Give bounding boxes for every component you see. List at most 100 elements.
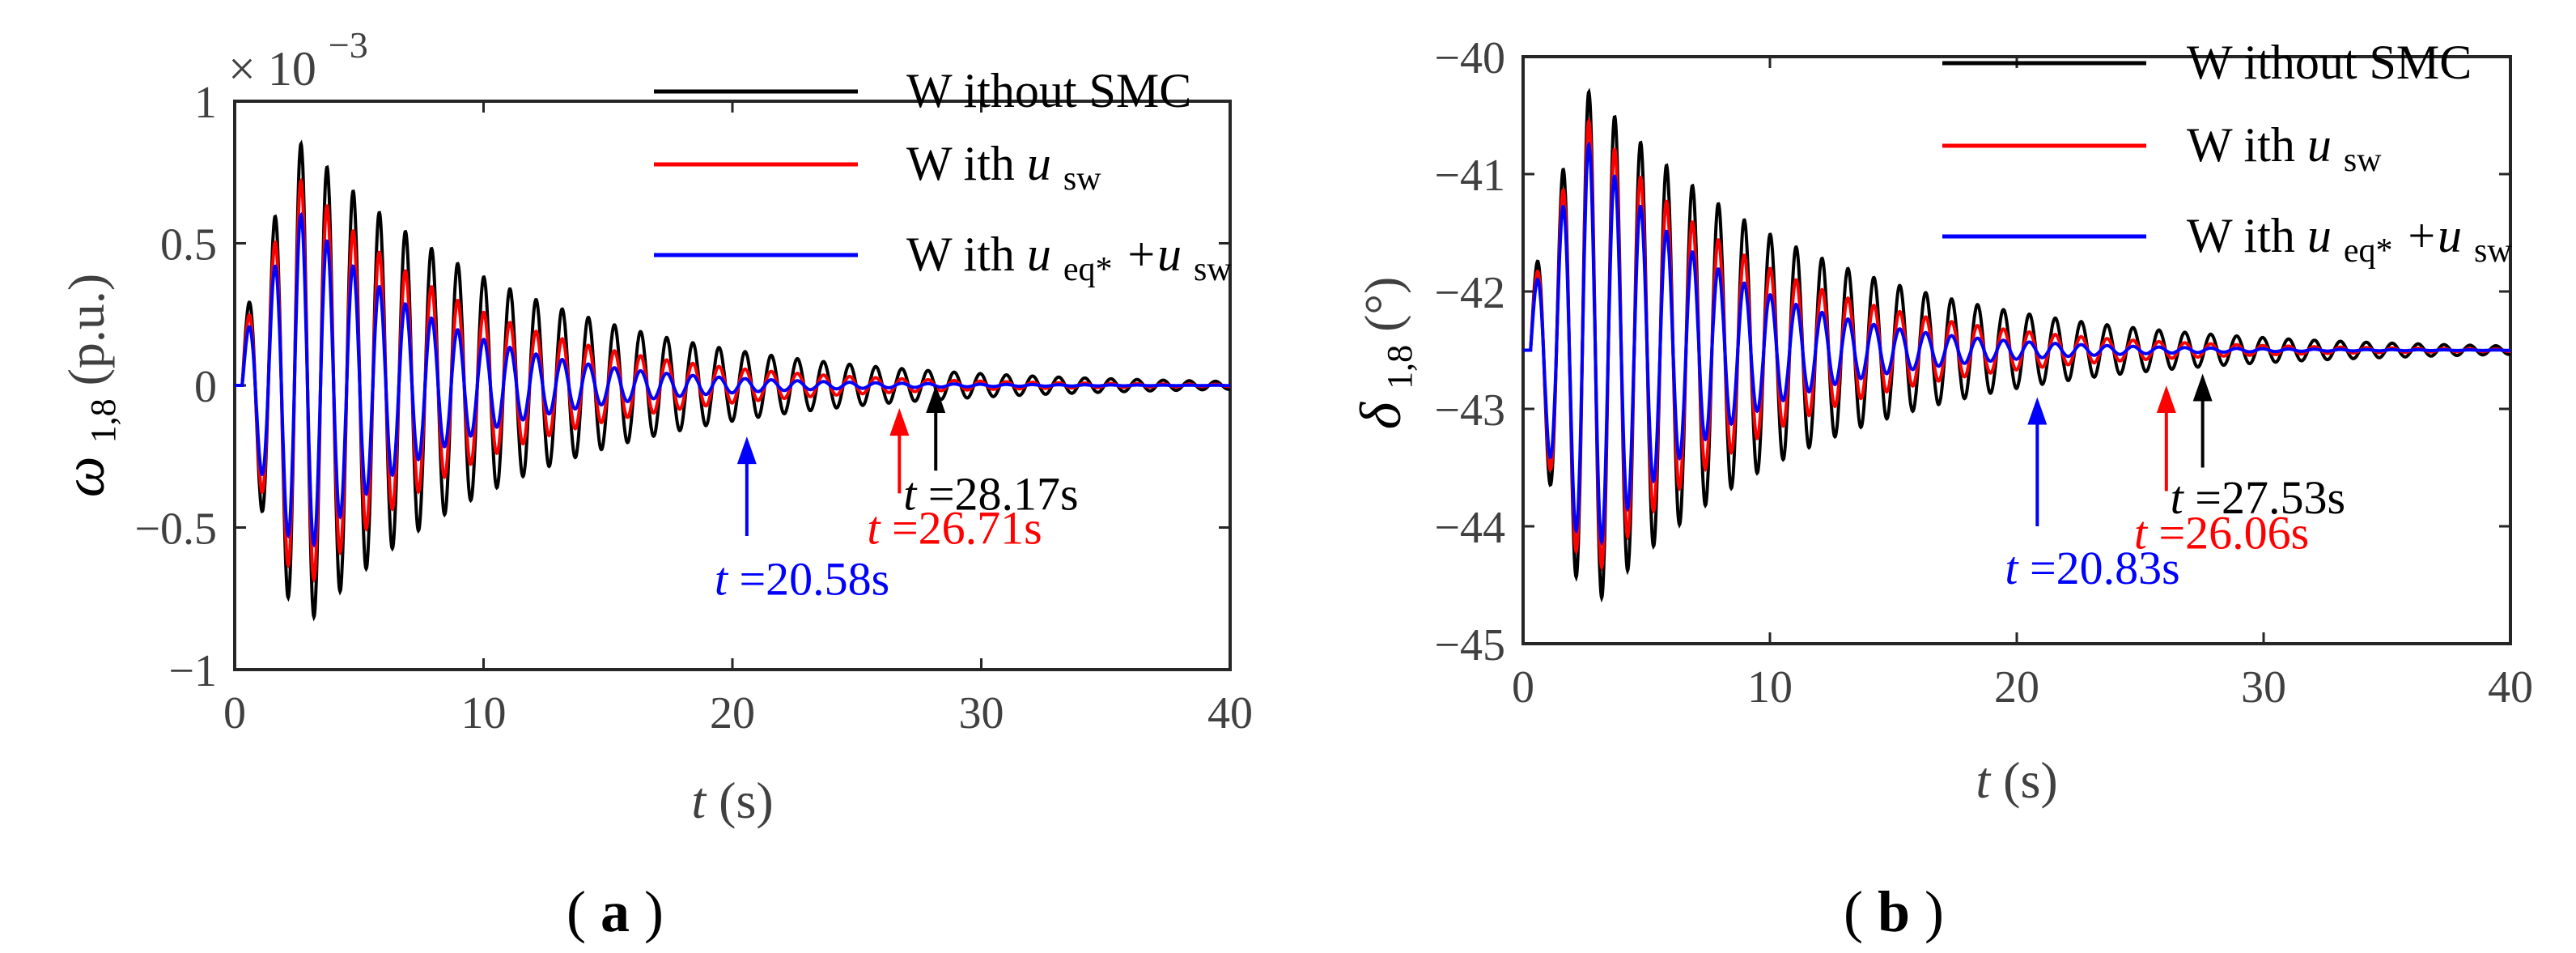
tick-marks <box>233 100 1232 671</box>
x-tick-label: 40 <box>1207 688 1253 738</box>
legend-label: W ithout SMC <box>906 64 1191 117</box>
annotation-label: t =28.17s <box>903 467 1078 520</box>
panel-label: ( a ) <box>567 879 664 944</box>
x-tick-label: 20 <box>710 688 755 738</box>
legend-prefix: W ithout SMC <box>2187 36 2472 89</box>
legend-label: W ith u sw <box>906 137 1101 198</box>
panel-letter: a <box>601 879 630 944</box>
x-label-unit: (s) <box>719 772 774 829</box>
legend-subscript: sw <box>2344 142 2382 179</box>
y-tick-labels: 1 0.5 0 −0.5 −1 <box>134 78 217 696</box>
y-axis-multiplier: × 10 −3 <box>228 24 368 96</box>
annotation-arrow-head <box>2027 397 2048 425</box>
x-label-var: t <box>691 772 707 829</box>
annotation-var: t <box>867 502 881 555</box>
panel-letter: b <box>1878 879 1910 944</box>
tick-marks <box>1521 55 2512 645</box>
panel-paren-open: ( <box>1844 879 1863 944</box>
panel-paren-close: ) <box>644 879 664 944</box>
y-axis-label: ω 1,8 (p.u.) <box>52 274 126 497</box>
annotation-value: =27.53s <box>2195 471 2345 524</box>
panel-paren-close: ) <box>1925 879 1944 944</box>
annotations: t =27.53s t =26.06s t =20.83s <box>2005 373 2345 594</box>
legend: W ithout SMC W ith u sw W ith u eq* +u <box>654 64 1232 288</box>
annotation-var: t <box>2005 542 2019 594</box>
series-lines <box>1523 87 2511 603</box>
annotation-var: t <box>2171 471 2185 524</box>
y-tick-labels: −40 −41 −42 −43 −44 −45 <box>1434 33 1505 670</box>
x-tick-label: 10 <box>1747 662 1793 713</box>
y-tick-label: −42 <box>1434 268 1505 318</box>
settling-annotation: t =26.06s <box>2134 385 2309 559</box>
legend-symbol: u <box>2307 209 2332 262</box>
legend-symbol-2: +u <box>1125 228 1182 281</box>
x-label-var: t <box>1975 751 1992 809</box>
annotation-arrow-head <box>2192 373 2213 402</box>
annotation-arrow-head <box>926 385 946 413</box>
y-label-unit: (°) <box>1354 277 1411 332</box>
y-tick-label: −0.5 <box>134 504 217 555</box>
legend-prefix: W ith <box>2187 118 2307 172</box>
x-axis-label: t (s) <box>691 772 773 829</box>
legend-prefix: W ithout SMC <box>906 64 1191 117</box>
annotation-label: t =27.53s <box>2171 471 2345 524</box>
annotation-value: =20.58s <box>739 553 889 606</box>
annotation-arrow-head <box>2156 385 2176 413</box>
legend-symbol: u <box>2307 118 2332 172</box>
annotations: t =28.17s t =26.71s t =20.58s <box>715 385 1079 606</box>
annotation-label: t =26.71s <box>867 502 1042 555</box>
settling-annotation: t =20.83s <box>2005 397 2180 594</box>
panel-a-chart: 0 10 20 30 40 1 0.5 0 −0.5 −1 × 10 −3 ω … <box>52 24 1253 944</box>
x-tick-label: 30 <box>2241 662 2286 713</box>
settling-annotation: t =28.17s <box>903 385 1079 520</box>
y-tick-label: −44 <box>1434 503 1505 553</box>
annotation-value: =26.71s <box>892 502 1042 555</box>
legend-subscript-2: sw <box>1194 251 1232 288</box>
legend-label: W ithout SMC <box>2187 36 2472 89</box>
settling-annotation: t =27.53s <box>2171 373 2345 524</box>
legend-symbol: u <box>1027 137 1051 190</box>
y-tick-label: 1 <box>194 78 217 128</box>
panel-label: ( b ) <box>1844 879 1944 944</box>
annotation-var: t <box>715 553 729 606</box>
settling-annotation: t =26.71s <box>867 408 1042 555</box>
y-tick-label: −43 <box>1434 385 1505 436</box>
series-lines <box>235 139 1231 622</box>
annotation-var: t <box>903 467 918 520</box>
annotation-value: =26.06s <box>2158 506 2309 559</box>
legend-prefix: W ith <box>906 137 1027 190</box>
annotation-arrow-head <box>889 408 910 436</box>
legend-symbol-2: +u <box>2405 209 2463 262</box>
legend-symbol: u <box>1027 228 1051 281</box>
annotation-value: =20.83s <box>2030 542 2180 594</box>
y-axis-label: δ 1,8 (°) <box>1348 277 1423 430</box>
x-tick-label: 30 <box>959 688 1004 738</box>
multiplier-exponent: −3 <box>329 24 368 66</box>
annotation-label: t =26.06s <box>2134 506 2309 559</box>
series-line-with-ueq-usw <box>235 211 1230 548</box>
x-tick-labels: 0 10 20 30 40 <box>223 688 1253 738</box>
settling-annotation: t =20.58s <box>715 436 889 606</box>
annotation-label: t =20.83s <box>2005 542 2179 594</box>
legend-subscript: eq* <box>1063 251 1113 288</box>
y-label-unit: (p.u.) <box>57 274 115 386</box>
x-tick-label: 0 <box>223 688 246 738</box>
y-tick-label: −40 <box>1434 33 1505 83</box>
legend-subscript: eq* <box>2344 232 2393 270</box>
y-tick-label: −1 <box>168 646 217 696</box>
x-tick-label: 20 <box>1994 662 2039 713</box>
x-label-unit: (s) <box>2003 751 2058 809</box>
multiplier-prefix: × 10 <box>228 42 316 96</box>
legend-prefix: W ith <box>906 228 1027 281</box>
y-tick-label: 0.5 <box>160 220 217 270</box>
y-label-subscript: 1,8 <box>1380 345 1420 389</box>
annotation-arrow-head <box>736 436 757 465</box>
y-tick-label: −41 <box>1434 151 1505 201</box>
series-line-with-ueq-usw <box>1523 141 2510 547</box>
y-label-subscript: 1,8 <box>83 398 123 443</box>
y-label-symbol: ω <box>52 456 117 497</box>
legend-label: W ith u sw <box>2187 118 2382 179</box>
x-tick-label: 40 <box>2488 662 2533 713</box>
legend-subscript: sw <box>1063 160 1101 198</box>
